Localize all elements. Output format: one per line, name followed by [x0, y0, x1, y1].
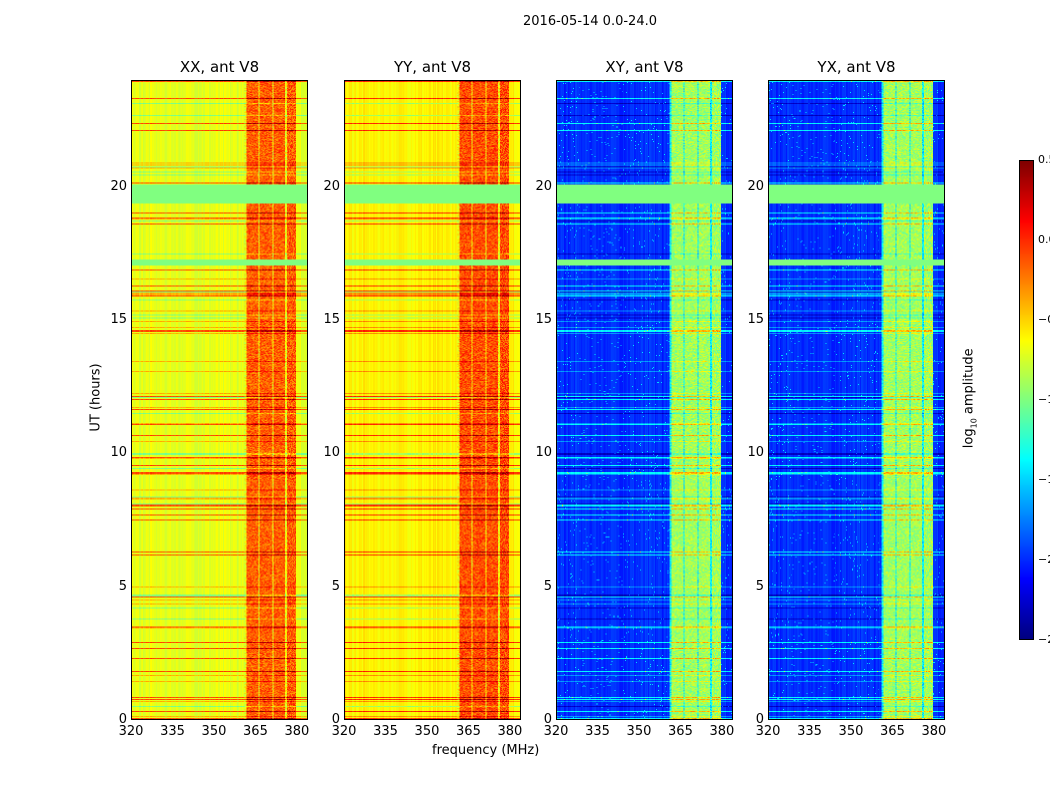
x-tick-label: 350 — [626, 724, 652, 739]
y-tick-label: 5 — [331, 578, 340, 594]
x-tick-label: 365 — [243, 724, 268, 739]
figure-title: 2016-05-14 0.0-24.0 — [523, 14, 657, 29]
panel-title: YX, ant V8 — [817, 58, 896, 76]
x-tick-label: 380 — [497, 724, 523, 739]
y-tick-label: 0 — [118, 712, 127, 727]
colorbar-tick-label: −2.5 — [1038, 633, 1050, 646]
heatmap-4 — [768, 80, 945, 720]
y-tick-label: 15 — [535, 312, 552, 327]
x-tick-label: 365 — [456, 724, 481, 739]
colorbar-tick-label: −2.0 — [1038, 553, 1050, 566]
y-axis-label: UT (hours) — [88, 363, 104, 432]
x-tick-label: 380 — [284, 724, 310, 739]
x-tick-label: 335 — [160, 724, 185, 739]
y-tick-label: 15 — [323, 312, 340, 327]
y-tick-label: 20 — [535, 178, 552, 194]
y-tick-label: 0 — [755, 712, 764, 727]
x-tick-label: 350 — [201, 724, 227, 739]
y-tick-label: 10 — [323, 445, 340, 461]
x-tick-label: 320 — [331, 724, 357, 739]
x-tick-label: 365 — [880, 724, 905, 739]
x-tick-label: 350 — [838, 724, 864, 739]
x-tick-label: 365 — [668, 724, 693, 739]
colorbar-tick-label: 0.5 — [1038, 153, 1050, 166]
x-tick-label: 320 — [755, 724, 781, 739]
heatmap-3 — [556, 80, 733, 720]
y-tick-label: 20 — [747, 178, 764, 194]
y-tick-label: 10 — [535, 445, 552, 461]
colorbar-label: log10 amplitude — [961, 348, 979, 449]
y-tick-label: 5 — [118, 578, 127, 594]
y-tick-label: 15 — [110, 312, 127, 327]
panel-title: YY, ant V8 — [393, 58, 471, 76]
x-tick-label: 335 — [797, 724, 822, 739]
x-tick-label: 320 — [543, 724, 569, 739]
y-tick-label: 0 — [543, 712, 552, 727]
x-tick-label: 335 — [373, 724, 398, 739]
panel-title: XX, ant V8 — [179, 58, 260, 76]
y-tick-label: 5 — [543, 578, 552, 594]
y-tick-label: 10 — [110, 445, 127, 461]
y-tick-label: 5 — [755, 578, 764, 594]
x-tick-label: 350 — [414, 724, 440, 739]
colorbar-tick-label: −0.5 — [1038, 313, 1050, 326]
colorbar-tick-label: −1.5 — [1038, 473, 1050, 486]
panel-title: XY, ant V8 — [605, 58, 684, 76]
y-tick-label: 20 — [110, 178, 127, 194]
x-tick-label: 380 — [709, 724, 735, 739]
heatmap-1 — [131, 80, 308, 720]
x-tick-label: 335 — [585, 724, 610, 739]
y-tick-label: 0 — [331, 712, 340, 727]
colorbar-tick-label: −1.0 — [1038, 393, 1050, 406]
heatmap-2 — [344, 80, 521, 720]
x-tick-label: 320 — [118, 724, 144, 739]
y-tick-label: 20 — [323, 178, 340, 194]
colorbar — [1019, 160, 1034, 640]
y-tick-label: 15 — [747, 312, 764, 327]
x-axis-label: frequency (MHz) — [432, 743, 540, 758]
colorbar-tick-label: 0.0 — [1038, 233, 1050, 246]
x-tick-label: 380 — [921, 724, 947, 739]
y-tick-label: 10 — [747, 445, 764, 461]
